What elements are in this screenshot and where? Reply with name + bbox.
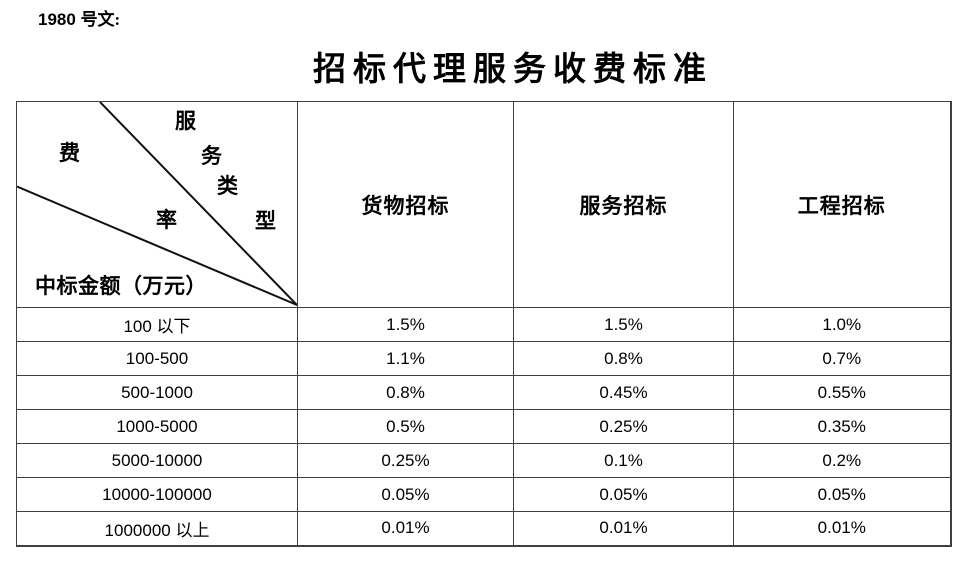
corner-char-fee-1: 费 — [59, 141, 80, 165]
amount-range-cell: 500-1000 — [16, 375, 298, 410]
doc-number: 1980 号文: — [38, 5, 120, 30]
rate-cell: 0.7% — [733, 341, 951, 376]
table-header-row: 服 费 务 类 率 型 中标金额（万元） 货物招标 服务招标 工程招标 — [16, 101, 951, 308]
fee-standard-table: 服 费 务 类 率 型 中标金额（万元） 货物招标 服务招标 工程招标 100 … — [16, 101, 952, 547]
table-row: 500-1000 0.8% 0.45% 0.55% — [16, 375, 951, 410]
rate-cell: 0.01% — [733, 511, 951, 546]
rate-cell: 1.0% — [733, 307, 951, 342]
page-title: 招标代理服务收费标准 — [313, 52, 713, 88]
rate-cell: 1.5% — [297, 307, 514, 342]
rate-cell: 0.05% — [297, 477, 514, 512]
col-header-service-bidding: 服务招标 — [513, 101, 734, 308]
table-row: 100-500 1.1% 0.8% 0.7% — [16, 341, 951, 376]
corner-char-service-4: 型 — [255, 209, 276, 233]
col-header-engineering-bidding: 工程招标 — [733, 101, 951, 308]
table-row: 1000-5000 0.5% 0.25% 0.35% — [16, 409, 951, 444]
corner-char-service-3: 类 — [217, 174, 238, 198]
doc-number-suffix: 号文: — [80, 10, 121, 29]
table-row: 10000-100000 0.05% 0.05% 0.05% — [16, 477, 951, 512]
rate-cell: 0.05% — [733, 477, 951, 512]
rate-cell: 0.2% — [733, 443, 951, 478]
rate-cell: 0.25% — [297, 443, 514, 478]
rate-cell: 1.5% — [513, 307, 734, 342]
rate-cell: 0.35% — [733, 409, 951, 444]
amount-range-cell: 100-500 — [16, 341, 298, 376]
rate-cell: 0.8% — [297, 375, 514, 410]
rate-cell: 0.05% — [513, 477, 734, 512]
rate-cell: 0.25% — [513, 409, 734, 444]
rate-cell: 0.01% — [297, 511, 514, 546]
diagonal-split-lines-icon — [17, 102, 297, 306]
amount-axis-label: 中标金额（万元） — [35, 274, 207, 298]
rate-cell: 0.5% — [297, 409, 514, 444]
amount-range-cell: 5000-10000 — [16, 443, 298, 478]
table-row: 100 以下 1.5% 1.5% 1.0% — [16, 307, 951, 342]
rate-cell: 0.1% — [513, 443, 734, 478]
doc-number-value: 1980 — [38, 10, 76, 29]
table-row: 1000000 以上 0.01% 0.01% 0.01% — [16, 511, 951, 546]
corner-header-cell: 服 费 务 类 率 型 中标金额（万元） — [16, 101, 298, 308]
corner-char-fee-2: 率 — [156, 208, 177, 232]
table-row: 5000-10000 0.25% 0.1% 0.2% — [16, 443, 951, 478]
rate-cell: 0.45% — [513, 375, 734, 410]
rate-cell: 0.8% — [513, 341, 734, 376]
amount-range-cell: 1000-5000 — [16, 409, 298, 444]
col-header-goods-bidding: 货物招标 — [297, 101, 514, 308]
rate-cell: 0.55% — [733, 375, 951, 410]
rate-cell: 0.01% — [513, 511, 734, 546]
amount-range-cell: 1000000 以上 — [16, 511, 298, 546]
corner-char-service-1: 服 — [175, 109, 196, 133]
amount-range-cell: 100 以下 — [16, 307, 298, 342]
corner-char-service-2: 务 — [201, 144, 222, 168]
rate-cell: 1.1% — [297, 341, 514, 376]
amount-range-cell: 10000-100000 — [16, 477, 298, 512]
